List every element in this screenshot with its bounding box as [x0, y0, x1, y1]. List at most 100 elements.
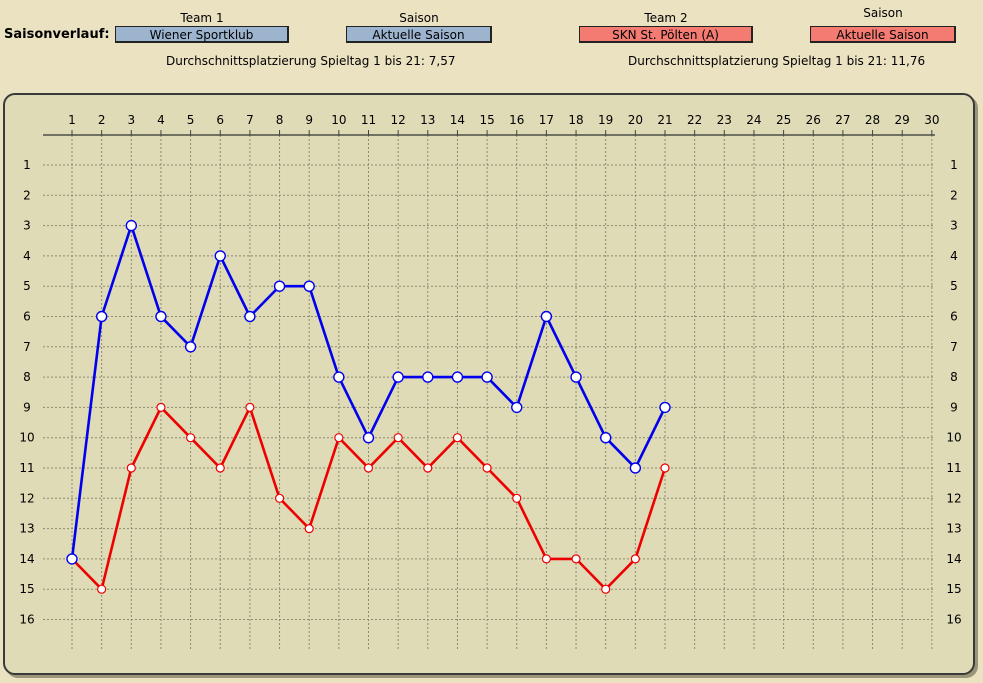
- x-tick-label: 16: [509, 113, 524, 127]
- season1-select[interactable]: Aktuelle Saison: [346, 26, 492, 43]
- data-point-team2: [571, 554, 581, 564]
- x-tick-label: 26: [806, 113, 821, 127]
- y-tick-label-left: 10: [19, 431, 34, 445]
- y-tick-label-right: 6: [950, 310, 958, 324]
- y-tick-label-right: 13: [946, 522, 961, 536]
- page-title: Saisonverlauf:: [4, 27, 110, 42]
- data-point-team2: [423, 463, 433, 473]
- data-point-team1: [570, 371, 582, 383]
- y-tick-label-left: 1: [23, 158, 31, 172]
- y-tick-label-left: 3: [23, 219, 31, 233]
- x-tick-label: 30: [924, 113, 939, 127]
- data-point-team2: [156, 402, 166, 412]
- data-point-team1: [511, 401, 523, 414]
- y-tick-label-left: 7: [23, 340, 31, 354]
- y-tick-label-left: 9: [23, 400, 31, 414]
- data-point-team1: [451, 371, 464, 383]
- x-tick-label: 2: [98, 113, 106, 127]
- x-tick-label: 9: [305, 113, 313, 127]
- data-point-team2: [660, 463, 670, 473]
- data-point-team2: [126, 463, 136, 473]
- y-tick-label-right: 8: [950, 370, 958, 384]
- x-tick-label: 22: [687, 113, 702, 127]
- y-tick-label-right: 7: [950, 340, 958, 354]
- x-tick-label: 14: [450, 113, 465, 127]
- data-point-team1: [66, 553, 78, 565]
- x-tick-label: 28: [865, 113, 880, 127]
- team1-select[interactable]: Wiener Sportklub: [115, 26, 289, 43]
- data-point-team2: [482, 463, 492, 473]
- team2-select[interactable]: SKN St. Pölten (A): [579, 26, 753, 43]
- y-tick-label-right: 2: [950, 188, 958, 202]
- data-point-team1: [629, 462, 642, 474]
- x-tick-label: 10: [331, 113, 346, 127]
- y-tick-label-left: 6: [23, 310, 31, 324]
- y-tick-label-left: 14: [19, 552, 34, 566]
- data-point-team2: [601, 584, 611, 594]
- y-tick-label-left: 11: [19, 461, 34, 475]
- x-tick-label: 8: [276, 113, 284, 127]
- x-tick-label: 5: [187, 113, 195, 127]
- data-point-team2: [630, 554, 640, 564]
- y-tick-label-right: 3: [950, 219, 958, 233]
- x-tick-label: 25: [776, 113, 791, 127]
- data-point-team1: [422, 371, 434, 383]
- y-tick-label-left: 15: [19, 582, 34, 596]
- x-tick-label: 3: [127, 113, 135, 127]
- team1-average: Durchschnittsplatzierung Spieltag 1 bis …: [166, 54, 456, 68]
- data-point-team1: [333, 371, 345, 383]
- y-tick-label-right: 11: [946, 461, 961, 475]
- data-point-team2: [541, 554, 552, 564]
- team2-label: Team 2: [644, 11, 688, 25]
- y-tick-label-right: 10: [946, 431, 961, 445]
- team1-label: Team 1: [180, 11, 224, 25]
- team2-average: Durchschnittsplatzierung Spieltag 1 bis …: [628, 54, 926, 68]
- x-tick-label: 29: [895, 113, 910, 127]
- x-tick-label: 18: [568, 113, 583, 127]
- x-tick-label: 6: [216, 113, 224, 127]
- data-point-team1: [184, 341, 197, 353]
- data-point-team2: [512, 493, 522, 503]
- x-tick-label: 15: [479, 113, 494, 127]
- data-point-team1: [95, 310, 108, 323]
- x-tick-label: 24: [746, 113, 761, 127]
- data-point-team1: [214, 250, 226, 262]
- x-tick-label: 23: [717, 113, 732, 127]
- y-tick-label-left: 8: [23, 370, 31, 384]
- data-point-team2: [274, 493, 285, 503]
- data-point-team1: [540, 310, 553, 323]
- y-tick-label-right: 15: [946, 582, 961, 596]
- x-tick-label: 21: [657, 113, 672, 127]
- data-point-team2: [245, 402, 255, 412]
- x-tick-label: 27: [835, 113, 850, 127]
- data-point-team2: [393, 433, 403, 443]
- data-point-team1: [125, 219, 138, 232]
- data-point-team2: [452, 433, 463, 443]
- x-tick-label: 13: [420, 113, 435, 127]
- data-point-team1: [303, 280, 315, 292]
- y-tick-label-right: 12: [946, 491, 961, 505]
- data-point-team1: [659, 401, 671, 414]
- x-tick-label: 7: [246, 113, 254, 127]
- y-tick-label-right: 9: [950, 400, 958, 414]
- data-point-team2: [186, 433, 196, 443]
- season1-label: Saison: [399, 11, 439, 25]
- x-tick-label: 11: [361, 113, 376, 127]
- y-tick-label-left: 2: [23, 188, 31, 202]
- data-point-team1: [600, 432, 612, 444]
- x-tick-label: 12: [391, 113, 406, 127]
- season2-select[interactable]: Aktuelle Saison: [810, 26, 956, 43]
- y-tick-label-left: 12: [19, 491, 34, 505]
- data-point-team1: [481, 371, 493, 383]
- data-point-team2: [363, 463, 374, 473]
- data-point-team1: [273, 280, 286, 292]
- y-tick-label-right: 1: [950, 158, 958, 172]
- data-point-team2: [334, 433, 344, 443]
- y-tick-label-right: 14: [946, 552, 961, 566]
- data-point-team1: [362, 432, 375, 444]
- data-point-team1: [155, 310, 167, 323]
- y-tick-label-left: 16: [19, 613, 34, 627]
- data-point-team2: [97, 584, 107, 594]
- data-point-team1: [244, 310, 256, 323]
